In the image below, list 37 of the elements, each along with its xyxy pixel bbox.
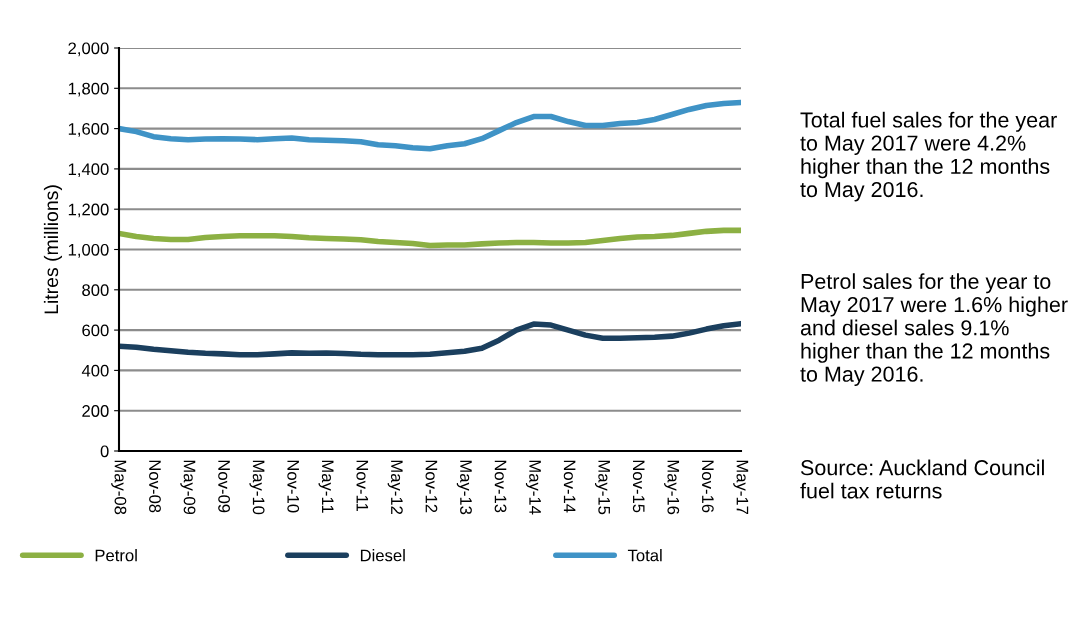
x-tick-label: Nov-14 bbox=[563, 460, 576, 513]
legend-label: Total bbox=[627, 549, 662, 562]
y-tick-label: 800 bbox=[82, 284, 109, 296]
y-tick-label: 1,800 bbox=[68, 82, 109, 97]
x-tick-label: May-15 bbox=[595, 460, 610, 515]
y-tick-label: 200 bbox=[82, 405, 109, 417]
legend-label: Petrol bbox=[95, 549, 137, 562]
legend-label: Diesel bbox=[360, 549, 405, 562]
x-tick-label: May-12 bbox=[387, 460, 403, 515]
x-tick-label: Nov-13 bbox=[494, 460, 507, 513]
source-note: Source: Auckland Council fuel tax returns bbox=[800, 459, 1044, 499]
x-tick-label: Nov-08 bbox=[149, 460, 161, 513]
x-tick-label: Nov-15 bbox=[632, 460, 645, 513]
x-tick-label: May-09 bbox=[180, 460, 196, 515]
y-tick-label: 1,200 bbox=[68, 203, 109, 218]
y-tick-label: 400 bbox=[81, 364, 109, 377]
x-tick-label: Nov-10 bbox=[287, 460, 300, 513]
x-tick-label: May-16 bbox=[664, 460, 680, 515]
x-tick-label: May-10 bbox=[249, 460, 265, 515]
y-tick-label: 1,400 bbox=[68, 163, 109, 178]
x-tick-label: Nov-16 bbox=[701, 460, 714, 513]
y-tick-label: 600 bbox=[82, 324, 109, 337]
text: Total fuel sales for the year to May 2017 were 4.2% higher than the 12 months to May 2016. bbox=[800, 111, 1057, 202]
x-tick-label: May-13 bbox=[456, 460, 472, 515]
x-tick-label: Nov-12 bbox=[425, 460, 438, 513]
y-tick-label: 2,000 bbox=[68, 42, 109, 57]
y-axis-title: Litres (millions) bbox=[43, 185, 63, 314]
x-tick-label: May-08 bbox=[111, 460, 127, 515]
x-tick-label: May-14 bbox=[525, 460, 541, 515]
text: Petrol sales for the year to May 2017 were 1.6% higher and diesel sales 9.1% higher than the 12 months to May 2016. bbox=[800, 273, 1068, 387]
x-tick-label: Nov-09 bbox=[218, 460, 230, 513]
y-tick-label: 1,000 bbox=[68, 243, 109, 258]
x-tick-label: May-17 bbox=[733, 460, 749, 515]
y-tick-label: 1,600 bbox=[68, 123, 109, 137]
y-tick-label: 0 bbox=[100, 445, 109, 458]
x-tick-label: May-11 bbox=[318, 460, 334, 513]
x-tick-label: Nov-11 bbox=[356, 460, 369, 512]
